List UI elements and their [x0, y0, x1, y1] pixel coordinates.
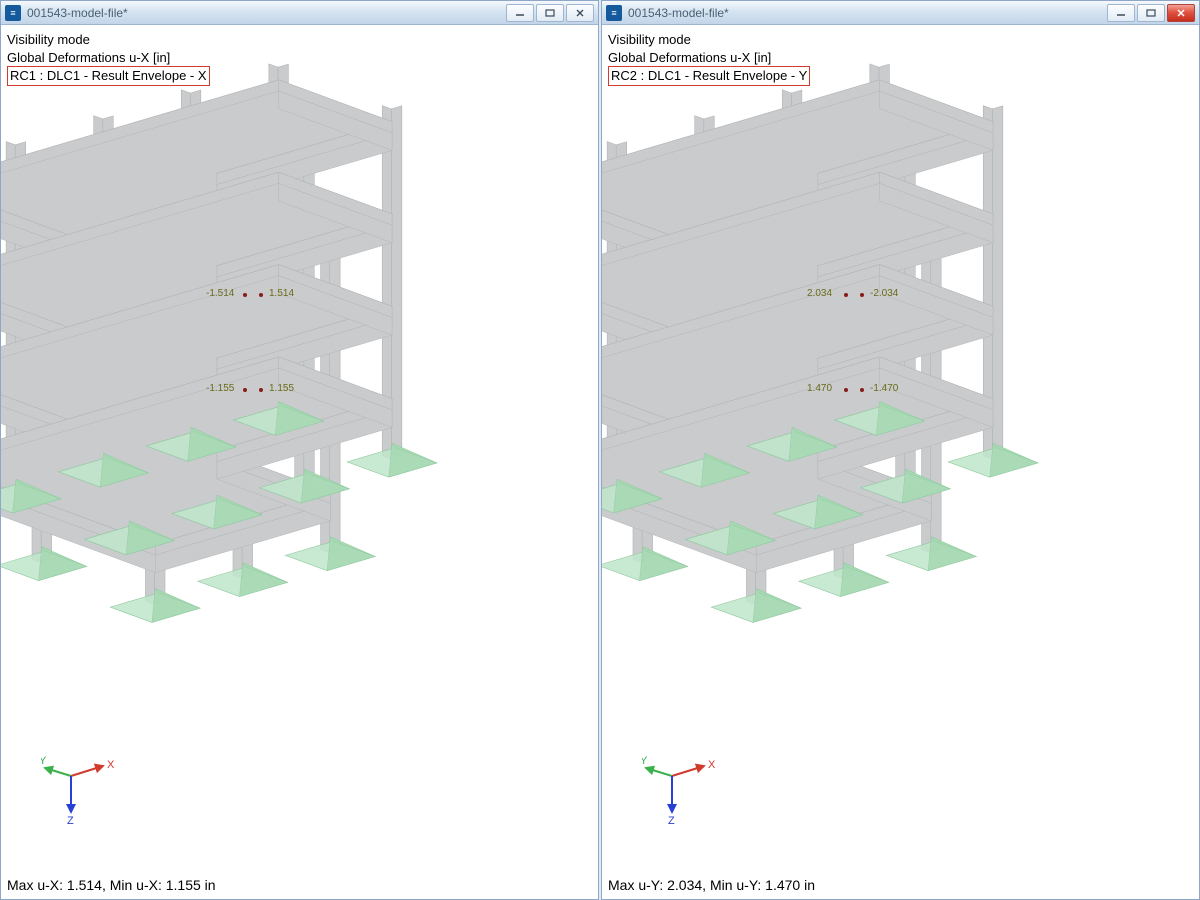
svg-text:X: X	[107, 759, 115, 771]
result-combo-label: RC1 : DLC1 - Result Envelope - X	[7, 66, 210, 86]
value-dot	[844, 293, 848, 297]
left-info-block: Visibility mode Global Deformations u-X …	[7, 31, 210, 86]
left-window-buttons	[506, 4, 594, 22]
close-button[interactable]	[1167, 4, 1195, 22]
right-status-line: Max u-Y: 2.034, Min u-Y: 1.470 in	[608, 877, 815, 893]
right-viewport[interactable]: Visibility mode Global Deformations u-X …	[602, 25, 1199, 899]
maximize-button[interactable]	[1137, 4, 1165, 22]
value-dot	[860, 388, 864, 392]
app-icon: ≡	[606, 5, 622, 21]
left-viewport-panel: ≡ 001543-model-file* Visibility mode Glo…	[0, 0, 599, 900]
value-label-top-neg: -1.514	[206, 288, 234, 299]
value-dot	[844, 388, 848, 392]
value-label-mid-pos: 1.155	[269, 383, 294, 394]
deformation-label: Global Deformations u-X [in]	[608, 49, 810, 67]
value-label-top-neg: -2.034	[870, 288, 898, 299]
right-window-buttons	[1107, 4, 1195, 22]
value-dot	[243, 293, 247, 297]
right-viewport-panel: ≡ 001543-model-file* Visibility mode Glo…	[601, 0, 1200, 900]
axis-triad: X Y Z	[642, 746, 722, 829]
visibility-mode-label: Visibility mode	[608, 31, 810, 49]
axis-triad: X Y Z	[41, 746, 121, 829]
value-label-mid-pos: 1.470	[807, 383, 832, 394]
maximize-button[interactable]	[536, 4, 564, 22]
right-info-block: Visibility mode Global Deformations u-X …	[608, 31, 810, 86]
svg-text:Z: Z	[67, 815, 74, 826]
value-label-mid-neg: -1.470	[870, 383, 898, 394]
value-dot	[243, 388, 247, 392]
value-dot	[860, 293, 864, 297]
minimize-button[interactable]	[1107, 4, 1135, 22]
app-icon: ≡	[5, 5, 21, 21]
right-titlebar[interactable]: ≡ 001543-model-file*	[602, 1, 1199, 25]
value-label-mid-neg: -1.155	[206, 383, 234, 394]
workspace: ≡ 001543-model-file* Visibility mode Glo…	[0, 0, 1200, 900]
svg-text:Z: Z	[668, 815, 675, 826]
visibility-mode-label: Visibility mode	[7, 31, 210, 49]
svg-text:Y: Y	[41, 755, 47, 767]
left-viewport[interactable]: Visibility mode Global Deformations u-X …	[1, 25, 598, 899]
svg-text:Y: Y	[642, 755, 648, 767]
deformation-label: Global Deformations u-X [in]	[7, 49, 210, 67]
left-titlebar[interactable]: ≡ 001543-model-file*	[1, 1, 598, 25]
svg-text:X: X	[708, 759, 716, 771]
minimize-button[interactable]	[506, 4, 534, 22]
close-button[interactable]	[566, 4, 594, 22]
left-window-title: 001543-model-file*	[27, 6, 506, 20]
value-dot	[259, 388, 263, 392]
left-status-line: Max u-X: 1.514, Min u-X: 1.155 in	[7, 877, 216, 893]
value-dot	[259, 293, 263, 297]
value-label-top-pos: 1.514	[269, 288, 294, 299]
result-combo-label: RC2 : DLC1 - Result Envelope - Y	[608, 66, 810, 86]
value-label-top-pos: 2.034	[807, 288, 832, 299]
right-window-title: 001543-model-file*	[628, 6, 1107, 20]
